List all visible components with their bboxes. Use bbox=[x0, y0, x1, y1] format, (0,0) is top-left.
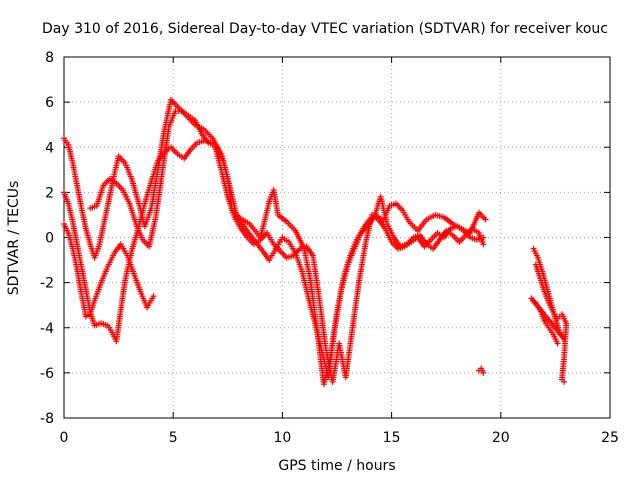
data-point bbox=[482, 216, 489, 223]
y-tick-label: -4 bbox=[40, 321, 54, 337]
y-tick-label: 4 bbox=[45, 140, 54, 156]
data-point bbox=[480, 234, 487, 241]
data-point bbox=[480, 241, 487, 248]
x-tick-label: 25 bbox=[601, 430, 619, 446]
y-tick-label: 0 bbox=[45, 231, 54, 247]
x-axis-title: GPS time / hours bbox=[278, 458, 395, 474]
y-tick-label: 2 bbox=[45, 185, 54, 201]
data-point bbox=[554, 340, 561, 347]
x-tick-labels: 0 5 10 15 20 25 bbox=[60, 430, 619, 446]
axis-ticks bbox=[63, 56, 611, 419]
y-tick-label: -8 bbox=[40, 411, 54, 427]
x-tick-label: 20 bbox=[492, 430, 510, 446]
chart-title: Day 310 of 2016, Sidereal Day-to-day VTE… bbox=[42, 21, 608, 37]
y-tick-label: 6 bbox=[45, 95, 54, 111]
y-tick-label: -6 bbox=[40, 366, 54, 382]
y-tick-labels: -8 -6 -4 -2 0 2 4 6 8 bbox=[40, 50, 54, 427]
x-tick-label: 15 bbox=[383, 430, 401, 446]
x-tick-label: 0 bbox=[60, 430, 69, 446]
data-point bbox=[561, 378, 568, 385]
y-tick-label: 8 bbox=[45, 50, 54, 66]
x-tick-label: 5 bbox=[169, 430, 178, 446]
data-point bbox=[150, 293, 157, 300]
y-axis-title: SDTVAR / TECUs bbox=[6, 181, 22, 296]
x-tick-label: 10 bbox=[273, 430, 291, 446]
data-marks bbox=[61, 96, 570, 388]
y-tick-label: -2 bbox=[40, 276, 54, 292]
data-point bbox=[480, 369, 487, 376]
